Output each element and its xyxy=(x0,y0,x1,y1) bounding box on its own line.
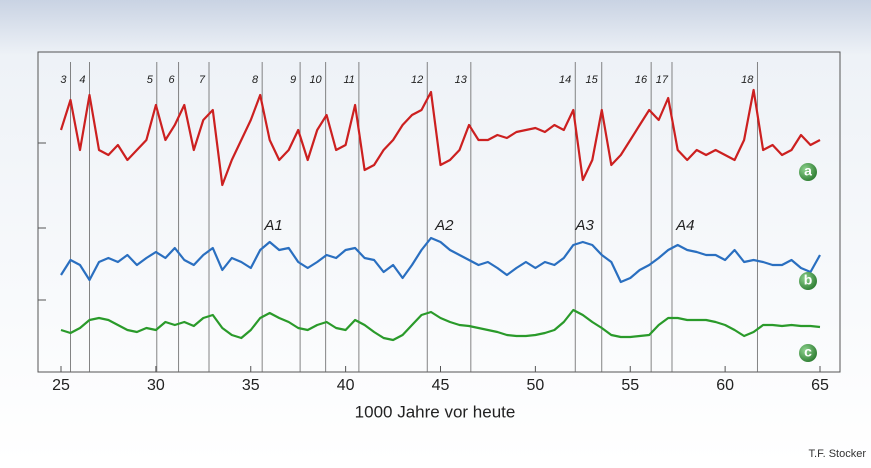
event-label: 9 xyxy=(290,74,296,86)
series-line xyxy=(60,236,821,284)
event-label: 10 xyxy=(309,74,322,86)
x-tick-label: 25 xyxy=(52,377,70,394)
event-label: 16 xyxy=(635,74,648,86)
x-tick-label: 40 xyxy=(337,377,355,394)
event-label: 17 xyxy=(656,74,669,86)
x-tick-label: 30 xyxy=(147,377,165,394)
x-tick-label: 55 xyxy=(621,377,639,394)
credit: T.F. Stocker xyxy=(809,448,867,460)
legend-label: a xyxy=(804,163,812,179)
annotation: A1 xyxy=(263,217,282,234)
x-tick-label: 65 xyxy=(811,377,829,394)
legend-label: c xyxy=(804,344,812,360)
annotation: A2 xyxy=(434,217,454,234)
event-label: 15 xyxy=(586,74,599,86)
legend-label: b xyxy=(804,272,813,288)
event-label: 4 xyxy=(79,74,85,86)
event-label: 11 xyxy=(343,74,354,86)
annotation: A3 xyxy=(575,217,595,234)
event-label: 3 xyxy=(60,74,67,86)
event-label: 13 xyxy=(455,74,468,86)
series-badge xyxy=(799,163,817,181)
series-badge xyxy=(799,272,817,290)
x-tick-label: 45 xyxy=(432,377,450,394)
x-tick-label: 35 xyxy=(242,377,260,394)
event-label: 14 xyxy=(559,74,571,86)
event-label: 6 xyxy=(169,74,176,86)
event-label: 12 xyxy=(411,74,423,86)
annotation: A4 xyxy=(675,217,694,234)
x-tick-label: 60 xyxy=(716,377,734,394)
event-label: 7 xyxy=(199,74,206,86)
series-badge xyxy=(799,344,817,362)
event-label: 8 xyxy=(252,74,259,86)
x-axis-label: 1000 Jahre vor heute xyxy=(355,402,516,421)
x-tick-label: 50 xyxy=(526,377,544,394)
event-label: 5 xyxy=(147,74,154,86)
series-line xyxy=(59,88,821,187)
series-line xyxy=(60,308,821,342)
event-label: 18 xyxy=(741,74,754,86)
plot-frame xyxy=(37,51,841,373)
